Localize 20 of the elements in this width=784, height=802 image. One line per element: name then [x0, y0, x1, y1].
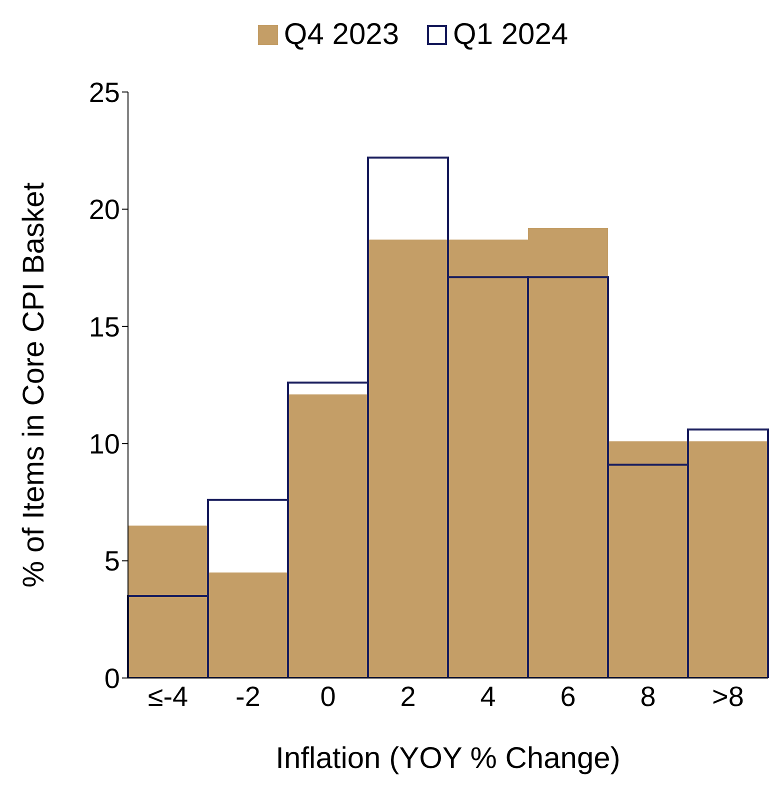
y-tick-label: 10	[88, 428, 120, 460]
x-axis-title: Inflation (YOY % Change)	[276, 742, 620, 775]
legend-label: Q1 2024	[453, 18, 568, 52]
y-tick-label: 5	[104, 546, 120, 577]
y-tick-label: 15	[88, 311, 120, 342]
legend-label: Q4 2023	[284, 18, 399, 52]
y-tick-label: 25	[88, 76, 120, 108]
bar	[208, 572, 288, 678]
x-tick-label: 6	[560, 680, 576, 712]
x-tick-label: 0	[320, 680, 336, 712]
x-tick-label: -2	[236, 680, 260, 712]
bar	[368, 240, 448, 678]
x-tick-label: 4	[480, 680, 496, 712]
x-tick-label: ≤-4	[148, 680, 188, 712]
x-tick-label: >8	[712, 680, 744, 712]
x-tick-label: 8	[640, 680, 656, 712]
bar	[128, 526, 208, 678]
y-axis-title: % of Items in Core CPI Basket	[18, 182, 51, 588]
y-tick-label: 20	[88, 194, 120, 226]
x-tick-label: 2	[400, 680, 416, 712]
